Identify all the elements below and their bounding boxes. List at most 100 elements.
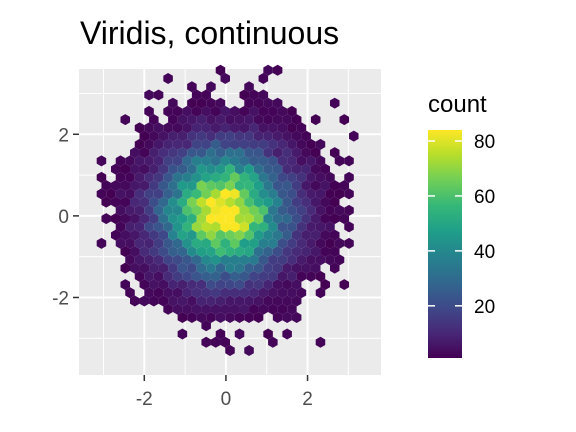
hexbin-cell — [282, 229, 292, 241]
hexbin-cell — [225, 130, 235, 142]
hexbin-cell — [225, 295, 235, 307]
hexbin-cell — [149, 130, 159, 142]
hexbin-cell — [172, 155, 183, 167]
hexbin-cell — [239, 221, 250, 233]
hexbin-cell — [239, 122, 250, 134]
hexbin-cell — [144, 155, 154, 167]
hexbin-cell — [263, 97, 273, 109]
hexbin-cell — [187, 295, 197, 307]
hexbin-cell — [158, 147, 169, 159]
hexbin-cell — [291, 114, 302, 126]
hexbin-cell — [130, 196, 140, 208]
hexbin-cell — [215, 130, 226, 142]
hexbin-cell — [206, 196, 216, 208]
hexbin-cell — [187, 279, 197, 291]
hexbin-cell — [244, 196, 254, 208]
hexbin-cell — [263, 196, 273, 208]
hexbin-cell — [253, 180, 264, 192]
hexbin-cell — [244, 345, 254, 357]
hexbin-cell — [225, 345, 235, 357]
hexbin-cell — [277, 171, 288, 183]
hexbin-cell — [258, 105, 269, 117]
hexbin-cell — [239, 105, 250, 117]
hexbin-cell — [239, 171, 250, 183]
hexbin-cell — [263, 279, 273, 291]
hexbin-cell — [130, 295, 140, 307]
hexbin-cell — [339, 180, 350, 192]
hexbin-cell — [177, 312, 188, 324]
hexbin-cell — [182, 155, 192, 167]
hexbin-cell — [101, 180, 111, 192]
hexbin-cell — [191, 204, 202, 216]
hexbin-cell — [182, 171, 192, 183]
hexbin-cell — [272, 130, 283, 142]
hexbin-cell — [239, 303, 250, 315]
hexbin-cell — [291, 312, 302, 324]
hexbin-cell — [163, 155, 173, 167]
hexbin-cell — [144, 221, 154, 233]
hexbin-cell — [329, 147, 340, 159]
y-tick-label: 0 — [58, 207, 69, 228]
hexbin-cell — [230, 237, 240, 249]
hexbin-cell — [225, 262, 235, 274]
hexbin-cell — [158, 180, 169, 192]
hexbin-cell — [168, 279, 178, 291]
hexbin-cell — [258, 303, 269, 315]
hexbin-cell — [339, 213, 350, 225]
hexbin-cell — [253, 130, 264, 142]
hexbin-cell — [196, 246, 207, 258]
hexbin-cell — [301, 213, 311, 225]
hexbin-cell — [206, 262, 216, 274]
hexbin-cell — [320, 246, 330, 258]
legend-tick-label: 20 — [474, 297, 495, 318]
hexbin-cell — [144, 122, 154, 134]
hexbin-cell — [249, 287, 259, 299]
hexbin-cell — [249, 89, 259, 101]
hexbin-cell — [134, 204, 145, 216]
hexbin-cell — [310, 196, 321, 208]
hexbin-cell — [296, 287, 307, 299]
hexbin-cell — [287, 254, 297, 266]
hexbin-cell — [182, 237, 192, 249]
hexbin-cell — [215, 279, 226, 291]
hexbin-cell — [239, 89, 250, 101]
hexbin-cell — [172, 221, 183, 233]
hexbin-cell — [182, 254, 192, 266]
hexbin-cell — [215, 229, 226, 241]
hexbin-cell — [149, 295, 159, 307]
hexbin-cell — [139, 163, 150, 175]
hexbin-cell — [225, 147, 235, 159]
hexbin-cell — [272, 180, 283, 192]
hexbin-cell — [239, 204, 250, 216]
hexbin-cell — [177, 229, 188, 241]
hexbin-cell — [125, 204, 135, 216]
hexbin-cell — [206, 163, 216, 175]
hexbin-cell — [253, 97, 264, 109]
hexbin-cell — [315, 237, 326, 249]
hexbin-cell — [144, 89, 154, 101]
hexbin-cell — [268, 254, 278, 266]
hexbin-cell — [220, 188, 230, 200]
hexbin-cell — [153, 287, 164, 299]
hexbin-cell — [115, 155, 126, 167]
hexbin-cell — [144, 138, 154, 150]
hexbin-cell — [306, 270, 316, 282]
hexbin-cell — [177, 328, 188, 340]
hexbin-cell — [172, 254, 183, 266]
hexbin-cell — [220, 138, 230, 150]
hexbin-cell — [344, 155, 354, 167]
hexbin-cell — [168, 246, 178, 258]
y-tick-label: -2 — [52, 288, 69, 309]
hexbin-cell — [287, 171, 297, 183]
hexbin-cell — [268, 155, 278, 167]
hexbin-cell — [296, 188, 307, 200]
hexbin-cell — [277, 204, 288, 216]
hexbin-cell — [187, 246, 197, 258]
hexbin-cell — [296, 138, 307, 150]
hexbin-cell — [263, 262, 273, 274]
hexbin-cell — [263, 64, 273, 76]
hexbin-cell — [268, 171, 278, 183]
hexbin-cell — [282, 180, 292, 192]
hexbin-cell — [215, 246, 226, 258]
hexbin-cell — [206, 229, 216, 241]
